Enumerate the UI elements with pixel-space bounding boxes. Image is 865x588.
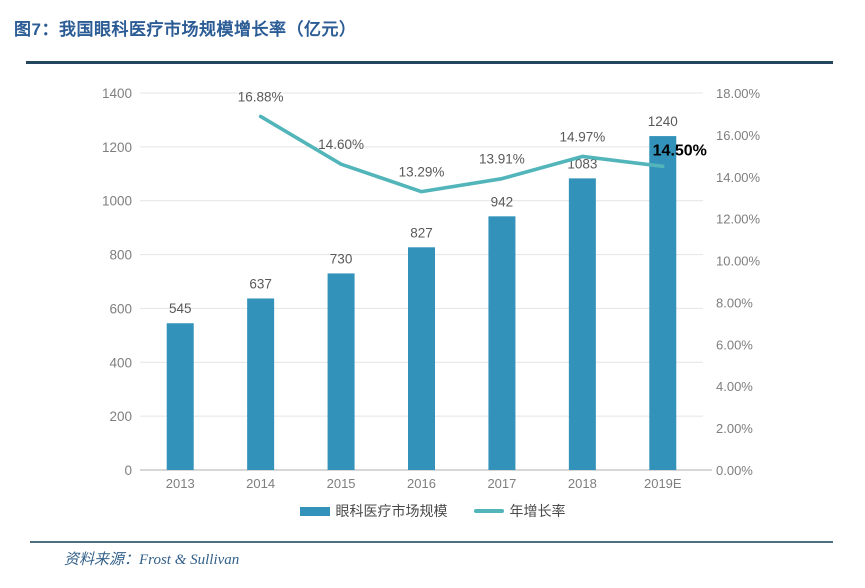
title-divider	[26, 61, 833, 64]
line-point-label: 16.88%	[238, 89, 284, 104]
bar-value-label: 545	[169, 301, 192, 316]
line-point-label: 13.91%	[479, 152, 525, 167]
left-axis-tick: 1400	[102, 86, 132, 101]
right-axis-tick: 14.00%	[716, 170, 761, 185]
left-axis-tick: 0	[124, 463, 132, 478]
bar-2019E	[649, 136, 677, 471]
chart-legend: 眼科医疗市场规模 年增长率	[0, 501, 865, 521]
x-axis-category: 2017	[487, 476, 516, 491]
line-point-label: 14.97%	[559, 129, 605, 144]
bar-2016	[408, 247, 435, 470]
bar-2014	[247, 298, 275, 470]
source-attribution: 资料来源：Frost & Sullivan	[64, 552, 240, 568]
bar-2013	[166, 323, 194, 470]
right-axis-tick: 18.00%	[716, 86, 761, 101]
right-axis-tick: 10.00%	[716, 254, 761, 269]
growth-rate-line	[258, 114, 665, 194]
bar-2017	[488, 216, 516, 470]
bar-2015	[327, 273, 355, 470]
bar-value-label: 637	[249, 276, 272, 291]
x-axis-category: 2016	[407, 476, 436, 491]
line-point-label: 14.60%	[318, 137, 364, 152]
legend-item-market-size: 眼科医疗市场规模	[299, 501, 448, 521]
bar-value-label: 730	[330, 251, 353, 266]
bar-value-label: 827	[410, 225, 433, 240]
right-axis-tick: 12.00%	[716, 212, 761, 227]
combo-chart: 1400 1200 1000 800 600 400 200 0 18.00% 16.00% 14.…	[102, 86, 761, 491]
right-axis-tick: 16.00%	[716, 128, 761, 143]
right-axis-tick: 2.00%	[716, 421, 753, 436]
legend-item-growth-rate: 年增长率	[473, 501, 566, 521]
legend-label-market-size: 眼科医疗市场规模	[335, 503, 448, 519]
x-axis-category: 2015	[327, 476, 356, 491]
bar-value-label: 942	[491, 194, 514, 209]
right-axis-tick: 6.00%	[716, 337, 753, 352]
left-axis-tick: 1000	[102, 194, 132, 209]
x-axis-category: 2013	[166, 476, 195, 491]
left-axis-tick: 200	[109, 409, 132, 424]
footer-divider	[30, 541, 833, 543]
line-series-marker-icon	[473, 509, 504, 513]
left-axis-tick: 800	[109, 248, 132, 263]
line-point-label-emphasized: 14.50%	[653, 142, 707, 159]
left-axis-tick: 600	[109, 301, 132, 316]
left-axis-tick: 400	[109, 355, 132, 370]
legend-label-growth-rate: 年增长率	[509, 503, 566, 519]
x-axis-category: 2019E	[644, 476, 682, 491]
right-axis-tick: 4.00%	[716, 379, 753, 394]
x-axis-category: 2014	[246, 476, 275, 491]
figure-title: 图7：我国眼科医疗市场规模增长率（亿元）	[14, 20, 357, 39]
left-axis-tick: 1200	[102, 140, 132, 155]
right-axis-tick: 0.00%	[716, 463, 753, 478]
bar-2018	[568, 178, 596, 470]
right-axis-tick: 8.00%	[716, 295, 753, 310]
bar-series-marker-icon	[299, 506, 330, 516]
line-point-label: 13.29%	[399, 165, 445, 180]
x-axis-category: 2018	[568, 476, 597, 491]
bar-value-label: 1240	[648, 114, 678, 129]
